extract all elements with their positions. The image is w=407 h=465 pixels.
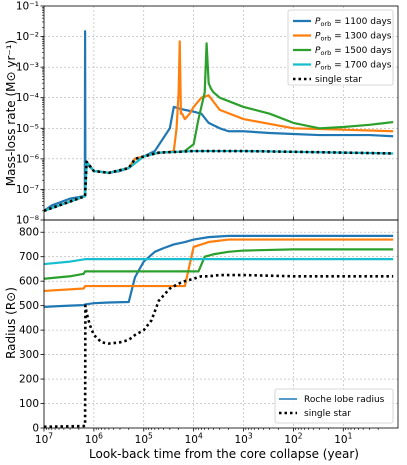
series-group	[44, 30, 394, 213]
x-tick-label: 103	[234, 432, 252, 447]
y-tick-label: 200	[19, 374, 39, 386]
y-axis-label-mass-loss-rate: Mass-loss rate (M⊙ yr⁻¹)	[4, 40, 18, 187]
y-tick-label: 600	[19, 276, 39, 288]
x-tick-label: 104	[185, 432, 203, 447]
x-tick-label: 107	[35, 432, 53, 447]
y-tick-label: 10⁻²	[16, 31, 39, 43]
y-tick-label: 800	[19, 227, 39, 239]
plot-frame	[43, 219, 399, 429]
series-line-p1700	[44, 149, 394, 212]
x-tick-label: 101	[334, 432, 352, 447]
legend: Porb = 1100 days Porb = 1300 days Porb = 1…	[287, 9, 394, 86]
y-tick-label: 0	[32, 423, 39, 435]
y-tick-label: 10⁻⁸	[16, 215, 39, 227]
x-tick-label: 106	[85, 432, 103, 447]
y-tick-label: 10⁻¹	[16, 1, 39, 13]
y-tick-label: 100	[19, 398, 39, 410]
series-line-p1300	[44, 238, 394, 293]
x-axis-label: Look-back time from the core collapse (y…	[89, 447, 359, 461]
legend-frame	[287, 9, 394, 86]
series-line-p1100	[44, 30, 394, 212]
y-tick-label: 10⁻⁵	[16, 123, 39, 135]
legend-label: single star	[315, 75, 362, 85]
y-tick-label: 10⁻⁴	[16, 92, 39, 104]
legend-label: Porb = 1300 days	[315, 32, 392, 43]
series-line-p1500	[44, 248, 394, 280]
y-tick-label: 10⁻³	[16, 62, 39, 74]
legend-label: Porb = 1700 days	[315, 61, 392, 72]
legend-label: Porb = 1100 days	[315, 17, 392, 28]
series-line-single	[44, 273, 394, 428]
y-axis-label-radius: Radius (R⊙)	[4, 287, 18, 359]
series-line-single	[44, 149, 394, 213]
legend-frame	[274, 388, 394, 424]
legend-label: Porb = 1500 days	[315, 46, 392, 57]
y-tick-label: 10⁻⁷	[16, 184, 39, 196]
y-tick-label: 700	[19, 251, 39, 263]
series-line-p1100	[44, 234, 394, 308]
legend: Roche lobe radius single star	[274, 388, 394, 424]
series-line-p1700	[44, 258, 394, 266]
y-tick-label: 400	[19, 325, 39, 337]
series-group	[44, 234, 394, 428]
y-tick-label: 500	[19, 300, 39, 312]
x-tick-label: 105	[135, 432, 153, 447]
y-tick-label: 300	[19, 349, 39, 361]
radius-panel: 0 100 200 300 400 500 600 700 800 107 106 105 104 103…	[19, 219, 399, 447]
y-tick-label: 10⁻⁶	[16, 153, 39, 165]
x-tick-label: 102	[284, 432, 302, 447]
mass-loss-rate-panel: 10⁻¹ 10⁻² 10⁻³ 10⁻⁴ 10⁻⁵ 10⁻⁶ 10⁻⁷ 10⁻⁸ Porb = 1…	[16, 1, 399, 227]
legend-label: Roche lobe radius	[304, 395, 385, 405]
legend-label: single star	[304, 409, 351, 419]
